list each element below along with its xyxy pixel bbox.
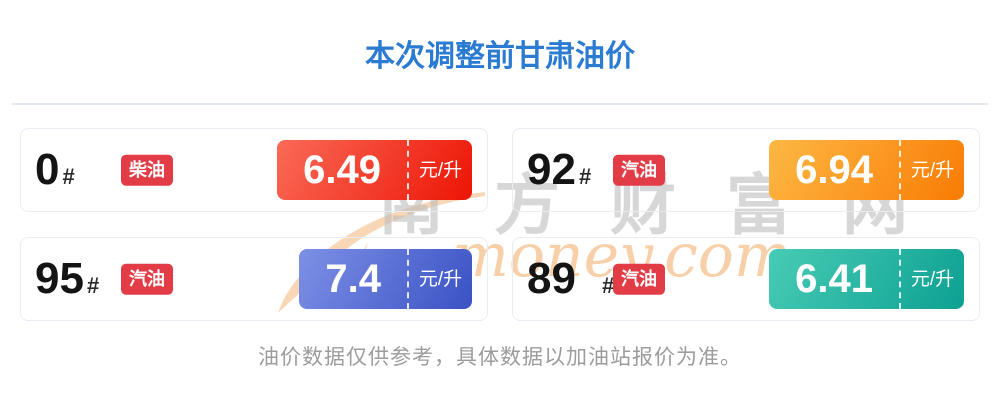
fuel-grade: 92 — [527, 145, 576, 194]
price-box: 6.41 元/升 — [769, 249, 964, 309]
page-title: 本次调整前甘肃油价 — [365, 40, 635, 73]
fuel-grade: 0 — [35, 145, 60, 194]
fuel-type-badge: 汽油 — [613, 154, 665, 186]
fuel-grade: 95 — [35, 254, 84, 303]
price-box: 6.94 元/升 — [769, 140, 964, 200]
price-card-gasoline-92: 92 # 汽油 6.94 元/升 — [512, 128, 980, 212]
price-value: 7.4 — [325, 257, 381, 301]
fuel-type-badge: 汽油 — [613, 263, 665, 295]
price-value: 6.94 — [795, 148, 873, 192]
price-card-gasoline-89: 89 # 汽油 6.41 元/升 — [512, 237, 980, 321]
fuel-grade: 89 — [527, 254, 576, 303]
grade-hash-sign: # — [578, 164, 592, 189]
price-card-diesel-0: 0 # 柴油 6.49 元/升 — [20, 128, 488, 212]
price-box: 7.4 元/升 — [299, 249, 472, 309]
price-card-gasoline-95: 95 # 汽油 7.4 元/升 — [20, 237, 488, 321]
fuel-type-badge: 汽油 — [121, 263, 173, 295]
price-unit: 元/升 — [407, 140, 472, 200]
price-card-grid: 0 # 柴油 6.49 元/升 92 # 汽油 6.94 元/升 — [20, 128, 980, 321]
price-value: 6.41 — [795, 257, 873, 301]
fuel-type-badge: 柴油 — [121, 154, 173, 186]
price-unit: 元/升 — [899, 140, 964, 200]
grade-hash-sign: # — [86, 273, 100, 298]
grade-hash-sign: # — [601, 273, 615, 298]
grade-hash-sign: # — [62, 164, 75, 189]
price-value: 6.49 — [303, 148, 381, 192]
price-unit: 元/升 — [899, 249, 964, 309]
price-box: 6.49 元/升 — [277, 140, 472, 200]
header-divider — [12, 103, 988, 105]
disclaimer-text: 油价数据仅供参考，具体数据以加油站报价为准。 — [258, 346, 742, 369]
price-unit: 元/升 — [407, 249, 472, 309]
